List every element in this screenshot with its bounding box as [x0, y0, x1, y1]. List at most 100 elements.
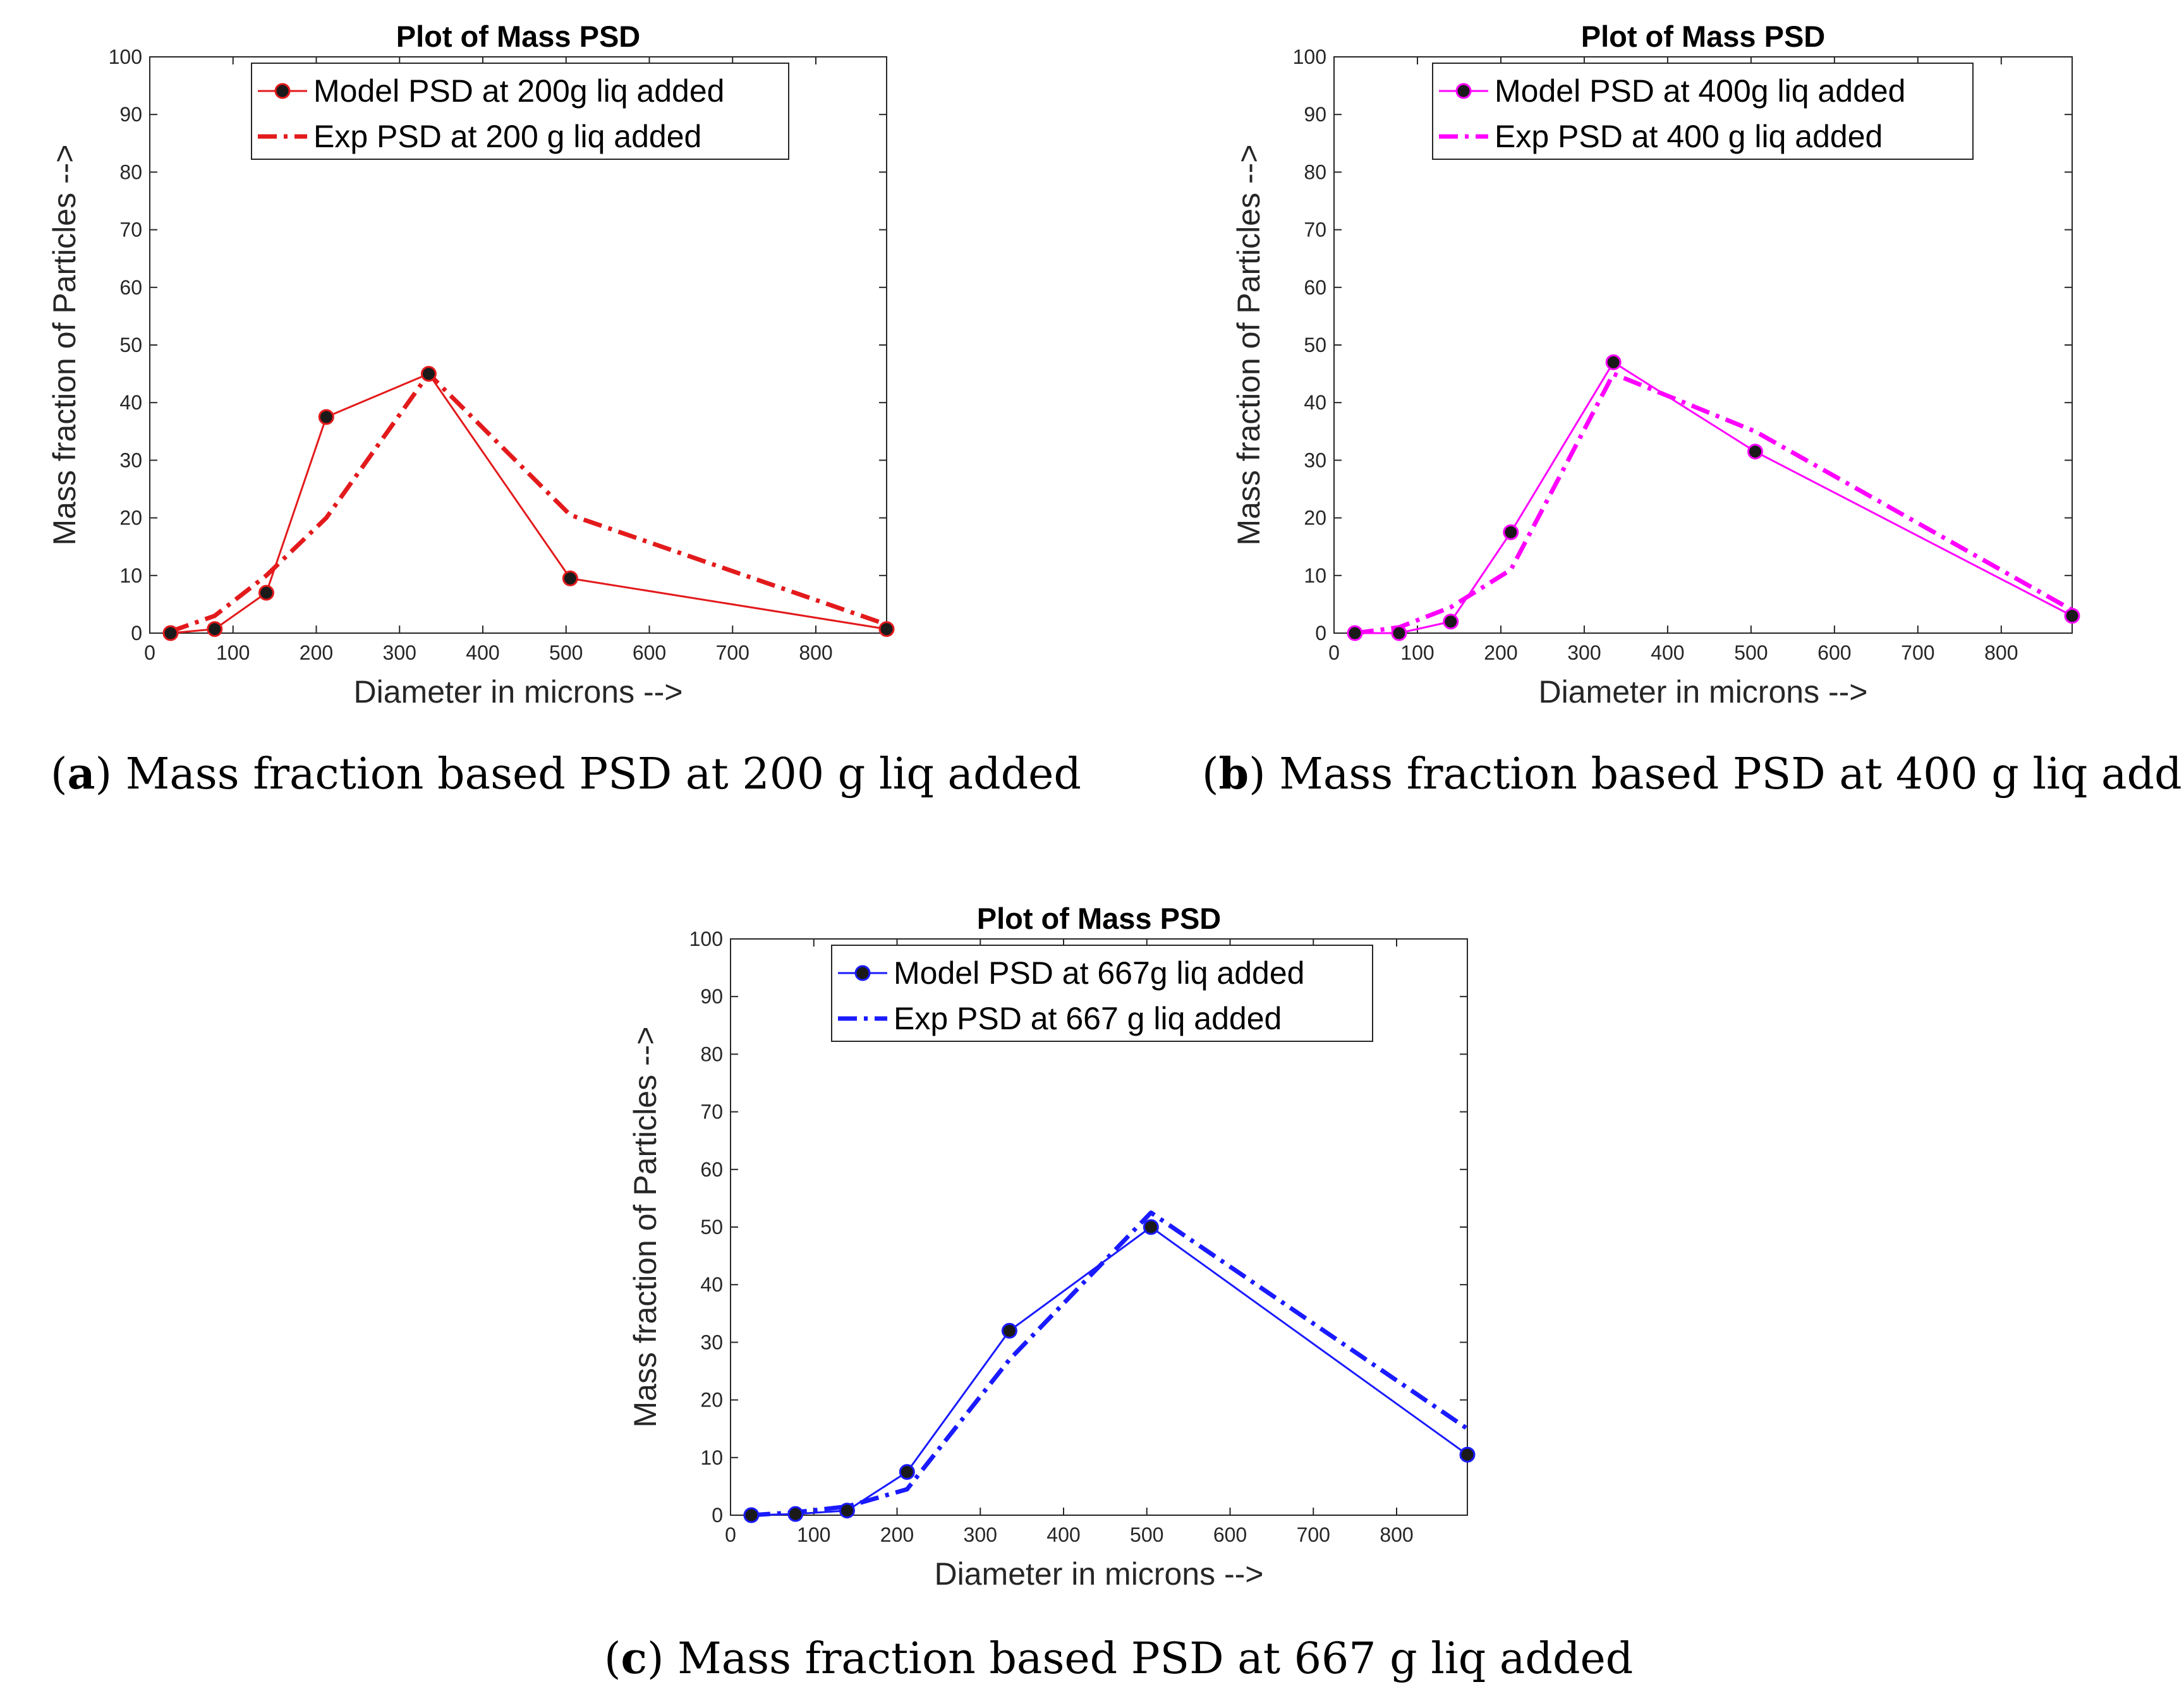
- x-axis-label: Diameter in microns -->: [354, 674, 683, 710]
- x-tick-label: 300: [383, 641, 416, 664]
- y-tick-label: 40: [119, 391, 142, 414]
- series-model-point: [162, 625, 179, 641]
- caption-b: (b) Mass fraction based PSD at 400 g liq…: [1202, 749, 2184, 799]
- x-tick-label: 100: [797, 1523, 830, 1546]
- legend-box: [251, 63, 789, 160]
- legend-exp-label: Exp PSD at 667 g liq added: [894, 1001, 1282, 1036]
- x-tick-label: 300: [1567, 641, 1601, 664]
- legend-model-marker: [1455, 83, 1472, 99]
- x-tick-label: 600: [1213, 1523, 1247, 1546]
- x-tick-label: 400: [1046, 1523, 1080, 1546]
- series-model-point: [1605, 354, 1622, 370]
- caption-b-text: ) Mass fraction based PSD at 400 g liq a…: [1249, 749, 2184, 799]
- y-tick-label: 50: [119, 334, 142, 356]
- series-model-point: [1347, 625, 1363, 641]
- y-tick-label: 60: [1304, 276, 1326, 299]
- y-axis-label: Mass fraction of Particles -->: [628, 1027, 663, 1428]
- series-model-point: [562, 570, 578, 586]
- x-tick-label: 100: [1400, 641, 1434, 664]
- x-tick-label: 600: [1817, 641, 1851, 664]
- chart-svg: Plot of Mass PSD 0 10 20 30 40 50 60 70 80 90 100 0 1…: [628, 902, 1476, 1592]
- x-tick-label: 200: [300, 641, 333, 664]
- y-tick-label: 0: [131, 622, 142, 644]
- y-tick-label: 40: [700, 1273, 723, 1296]
- x-tick-label: 300: [964, 1523, 997, 1546]
- chart-title: Plot of Mass PSD: [1581, 20, 1826, 53]
- chart-panel-b: Plot of Mass PSD 0 10 20 30 40 50 60 70 80 90 100 0 1…: [1175, 0, 2184, 710]
- series-model-point: [899, 1464, 915, 1480]
- y-tick-label: 10: [700, 1446, 723, 1469]
- caption-c: (c) Mass fraction based PSD at 667 g liq…: [604, 1633, 1634, 1684]
- series-model-point: [878, 621, 895, 638]
- caption-a-text: ) Mass fraction based PSD at 200 g liq a…: [95, 749, 1081, 799]
- y-tick-label: 50: [1304, 334, 1326, 356]
- y-tick-label: 70: [700, 1101, 723, 1123]
- series-model-point: [2064, 608, 2080, 624]
- y-tick-label: 20: [1304, 507, 1326, 529]
- series-model-point: [743, 1507, 760, 1523]
- y-tick-label: 0: [1315, 622, 1326, 644]
- series-exp-line: [169, 372, 888, 634]
- y-tick-label: 70: [119, 219, 142, 241]
- series-model-point: [1503, 524, 1519, 540]
- y-tick-label: 60: [119, 276, 142, 299]
- series-model-point: [1143, 1219, 1159, 1235]
- x-tick-label: 400: [1651, 641, 1684, 664]
- y-tick-label: 30: [700, 1331, 723, 1353]
- x-tick-label: 700: [1901, 641, 1934, 664]
- y-tick-label: 40: [1304, 391, 1326, 414]
- series-model-point: [839, 1503, 855, 1519]
- y-tick-label: 20: [700, 1389, 723, 1412]
- x-tick-label: 200: [880, 1523, 914, 1546]
- caption-c-text: ) Mass fraction based PSD at 667 g liq a…: [646, 1634, 1634, 1684]
- y-tick-label: 80: [119, 160, 142, 183]
- caption-a: (a) Mass fraction based PSD at 200 g liq…: [51, 749, 1081, 799]
- legend-box: [831, 945, 1373, 1042]
- x-tick-label: 500: [1734, 641, 1768, 664]
- x-tick-label: 800: [1380, 1523, 1413, 1546]
- x-tick-label: 700: [716, 641, 749, 664]
- caption-b-label: b: [1218, 749, 1249, 799]
- x-tick-label: 500: [549, 641, 583, 664]
- x-tick-label: 0: [1328, 641, 1340, 664]
- legend-exp-label: Exp PSD at 400 g liq added: [1495, 119, 1883, 154]
- y-tick-label: 90: [1304, 103, 1326, 126]
- y-axis-label: Mass fraction of Particles -->: [1231, 145, 1266, 546]
- y-tick-label: 80: [1304, 160, 1326, 183]
- series-model-point: [787, 1506, 804, 1522]
- series-model-point: [1459, 1446, 1476, 1463]
- chart-title: Plot of Mass PSD: [977, 902, 1222, 935]
- chart-svg: Plot of Mass PSD 0 10 20 30 40 50 60 70 80 90 100 0 1…: [1231, 20, 2080, 710]
- legend-exp-label: Exp PSD at 200 g liq added: [313, 119, 701, 154]
- legend-model-label: Model PSD at 667g liq added: [894, 955, 1304, 991]
- chart-title: Plot of Mass PSD: [396, 20, 641, 53]
- legend-model-marker: [854, 965, 871, 981]
- legend-box: [1432, 63, 1974, 160]
- x-tick-label: 800: [799, 641, 832, 664]
- y-tick-label: 30: [119, 449, 142, 471]
- chart-svg: Plot of Mass PSD 0 10 20 30 40 50 60 70 80 90 100 0 1…: [47, 20, 895, 710]
- series-model-point: [1747, 444, 1763, 460]
- x-tick-label: 0: [725, 1523, 736, 1546]
- y-axis-label: Mass fraction of Particles -->: [47, 145, 82, 546]
- chart-panel-c: Plot of Mass PSD 0 10 20 30 40 50 60 70 80 90 100 0 1…: [581, 885, 1592, 1592]
- legend-model-label: Model PSD at 200g liq added: [313, 73, 724, 109]
- series-model-point: [1001, 1322, 1017, 1339]
- x-axis-label: Diameter in microns -->: [1539, 674, 1868, 710]
- series-model-point: [318, 409, 334, 425]
- x-axis-label: Diameter in microns -->: [935, 1556, 1264, 1592]
- y-tick-label: 20: [119, 507, 142, 529]
- y-tick-label: 100: [109, 45, 142, 68]
- y-tick-label: 60: [700, 1158, 723, 1181]
- legend: Model PSD at 200g liq added Exp PSD at 20…: [251, 63, 789, 160]
- y-tick-label: 90: [119, 103, 142, 126]
- y-tick-label: 100: [689, 928, 723, 950]
- caption-a-label: a: [67, 749, 95, 799]
- x-tick-label: 700: [1297, 1523, 1330, 1546]
- x-tick-label: 0: [144, 641, 155, 664]
- legend-model-marker: [274, 83, 291, 99]
- x-tick-label: 200: [1484, 641, 1517, 664]
- y-tick-label: 90: [700, 985, 723, 1008]
- series-model-point: [420, 366, 437, 382]
- series-model-point: [1443, 614, 1459, 630]
